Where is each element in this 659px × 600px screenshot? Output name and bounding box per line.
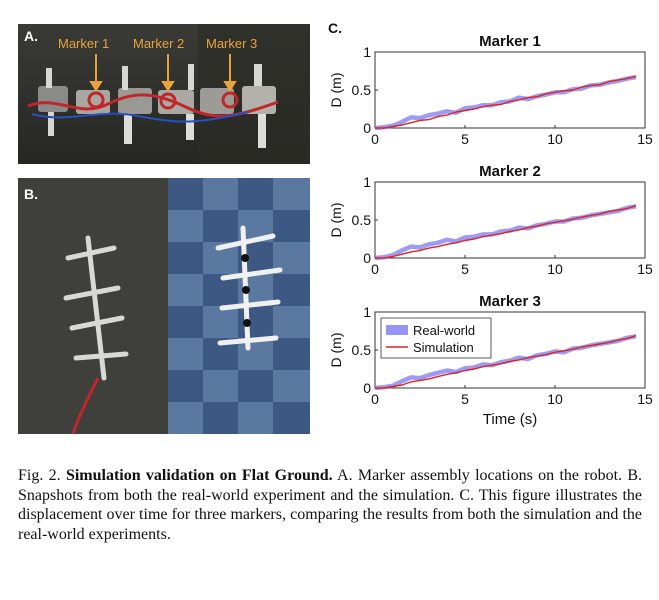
- y-tick-label: 1: [363, 174, 371, 190]
- caption-label: Fig. 2.: [18, 467, 61, 484]
- y-tick-label: 0.5: [352, 212, 372, 228]
- y-axis-label: D (m): [328, 203, 344, 238]
- marker-1-label: Marker 1: [58, 36, 110, 51]
- y-tick-label: 0.5: [352, 342, 372, 358]
- x-tick-label: 15: [637, 391, 653, 407]
- series-simulation: [375, 334, 637, 389]
- sim-checker-floor: [168, 178, 310, 434]
- y-axis-label: D (m): [328, 333, 344, 368]
- panel-c-letter: C.: [328, 20, 342, 36]
- x-tick-label: 5: [461, 261, 469, 277]
- y-tick-label: 0.5: [352, 82, 372, 98]
- y-tick-label: 1: [363, 304, 371, 320]
- chart-title: Marker 2: [479, 163, 541, 180]
- y-tick-label: 0: [363, 380, 371, 396]
- y-tick-label: 0: [363, 120, 371, 136]
- figure-caption: Fig. 2. Simulation validation on Flat Gr…: [18, 466, 642, 544]
- snapshot-illustration: [18, 178, 310, 434]
- robot-modules: [27, 64, 279, 148]
- y-axis-label: D (m): [328, 73, 344, 108]
- x-tick-label: 0: [371, 131, 379, 147]
- y-tick-label: 0: [363, 250, 371, 266]
- x-axis-label: Time (s): [483, 411, 537, 428]
- panel-b-letter: B.: [24, 186, 38, 202]
- x-tick-label: 5: [461, 391, 469, 407]
- panel-b-snapshots: B.: [18, 178, 310, 434]
- x-tick-label: 10: [547, 261, 563, 277]
- chart-2: Marker 2 0 5 10 15 0 0.5 1 D (m): [328, 163, 653, 277]
- x-tick-label: 10: [547, 391, 563, 407]
- x-tick-label: 15: [637, 131, 653, 147]
- legend-label-simulation: Simulation: [413, 340, 474, 355]
- legend-label-real-world: Real-world: [413, 323, 475, 338]
- y-tick-label: 1: [363, 44, 371, 60]
- x-tick-label: 0: [371, 391, 379, 407]
- x-tick-label: 5: [461, 131, 469, 147]
- real-robot: [63, 235, 129, 381]
- caption-body: A. Marker assembly locations on the robo…: [18, 467, 643, 543]
- marker-3-label: Marker 3: [206, 36, 258, 51]
- caption-title: Simulation validation on Flat Ground.: [65, 467, 333, 484]
- series-simulation: [375, 204, 637, 259]
- chart-title: Marker 1: [479, 33, 541, 50]
- x-tick-label: 10: [547, 131, 563, 147]
- chart-3: Marker 3 0 5 10 15 0 0.5 1 D (m) Time (s) Real-wor…: [328, 293, 653, 428]
- chart-1: Marker 1 0 5 10 15 0 0.5 1 D (m): [328, 33, 653, 147]
- chart-title: Marker 3: [479, 293, 541, 310]
- legend-swatch-real-world: [386, 325, 408, 335]
- robot-photo-illustration: [18, 24, 310, 164]
- panel-a-letter: A.: [24, 28, 38, 44]
- marker-2-label: Marker 2: [133, 36, 185, 51]
- series-simulation: [375, 75, 637, 129]
- x-tick-label: 15: [637, 261, 653, 277]
- panel-a-photo: A. Marker 1 Marker 2 Marker 3: [18, 24, 310, 164]
- x-tick-label: 0: [371, 261, 379, 277]
- legend-box: [380, 317, 492, 359]
- marker-arrows: [89, 54, 237, 92]
